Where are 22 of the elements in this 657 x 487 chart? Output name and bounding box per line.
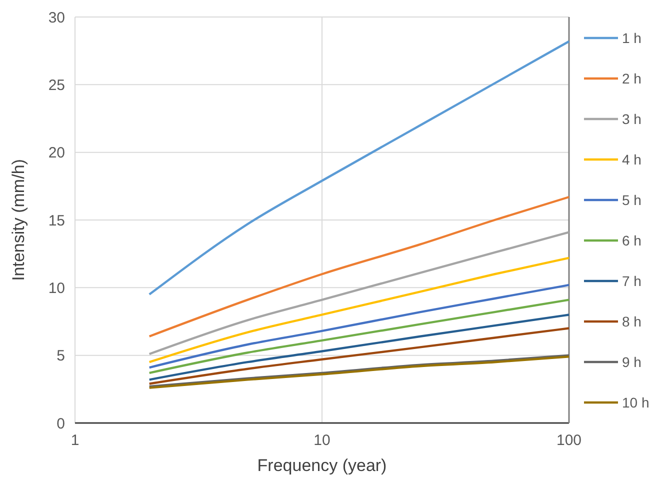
y-axis-title: Intensity (mm/h)	[9, 159, 28, 281]
x-axis-title: Frequency (year)	[257, 456, 387, 475]
x-tick-label: 1	[70, 432, 80, 449]
x-tick-label: 10	[314, 432, 330, 449]
legend-label: 6 h	[622, 232, 642, 248]
legend-label: 4 h	[622, 151, 642, 168]
y-tick-label: 25	[48, 76, 65, 94]
legend-label: 9 h	[622, 354, 642, 370]
y-tick-label: 5	[56, 348, 65, 365]
y-tick-label: 15	[48, 212, 65, 230]
legend-label: 5 h	[622, 192, 642, 208]
y-tick-label: 20	[48, 144, 65, 162]
y-tick-label: 30	[48, 9, 65, 26]
legend-label: 8 h	[622, 313, 642, 330]
x-tick-label: 100	[556, 432, 582, 449]
y-tick-label: 10	[48, 280, 65, 297]
legend-label: 2 h	[622, 70, 642, 86]
legend-label: 3 h	[622, 110, 642, 127]
legend-label: 1 h	[622, 30, 642, 46]
legend-label: 10 h	[622, 394, 650, 410]
legend-label: 7 h	[622, 272, 642, 289]
y-tick-label: 0	[56, 415, 65, 432]
